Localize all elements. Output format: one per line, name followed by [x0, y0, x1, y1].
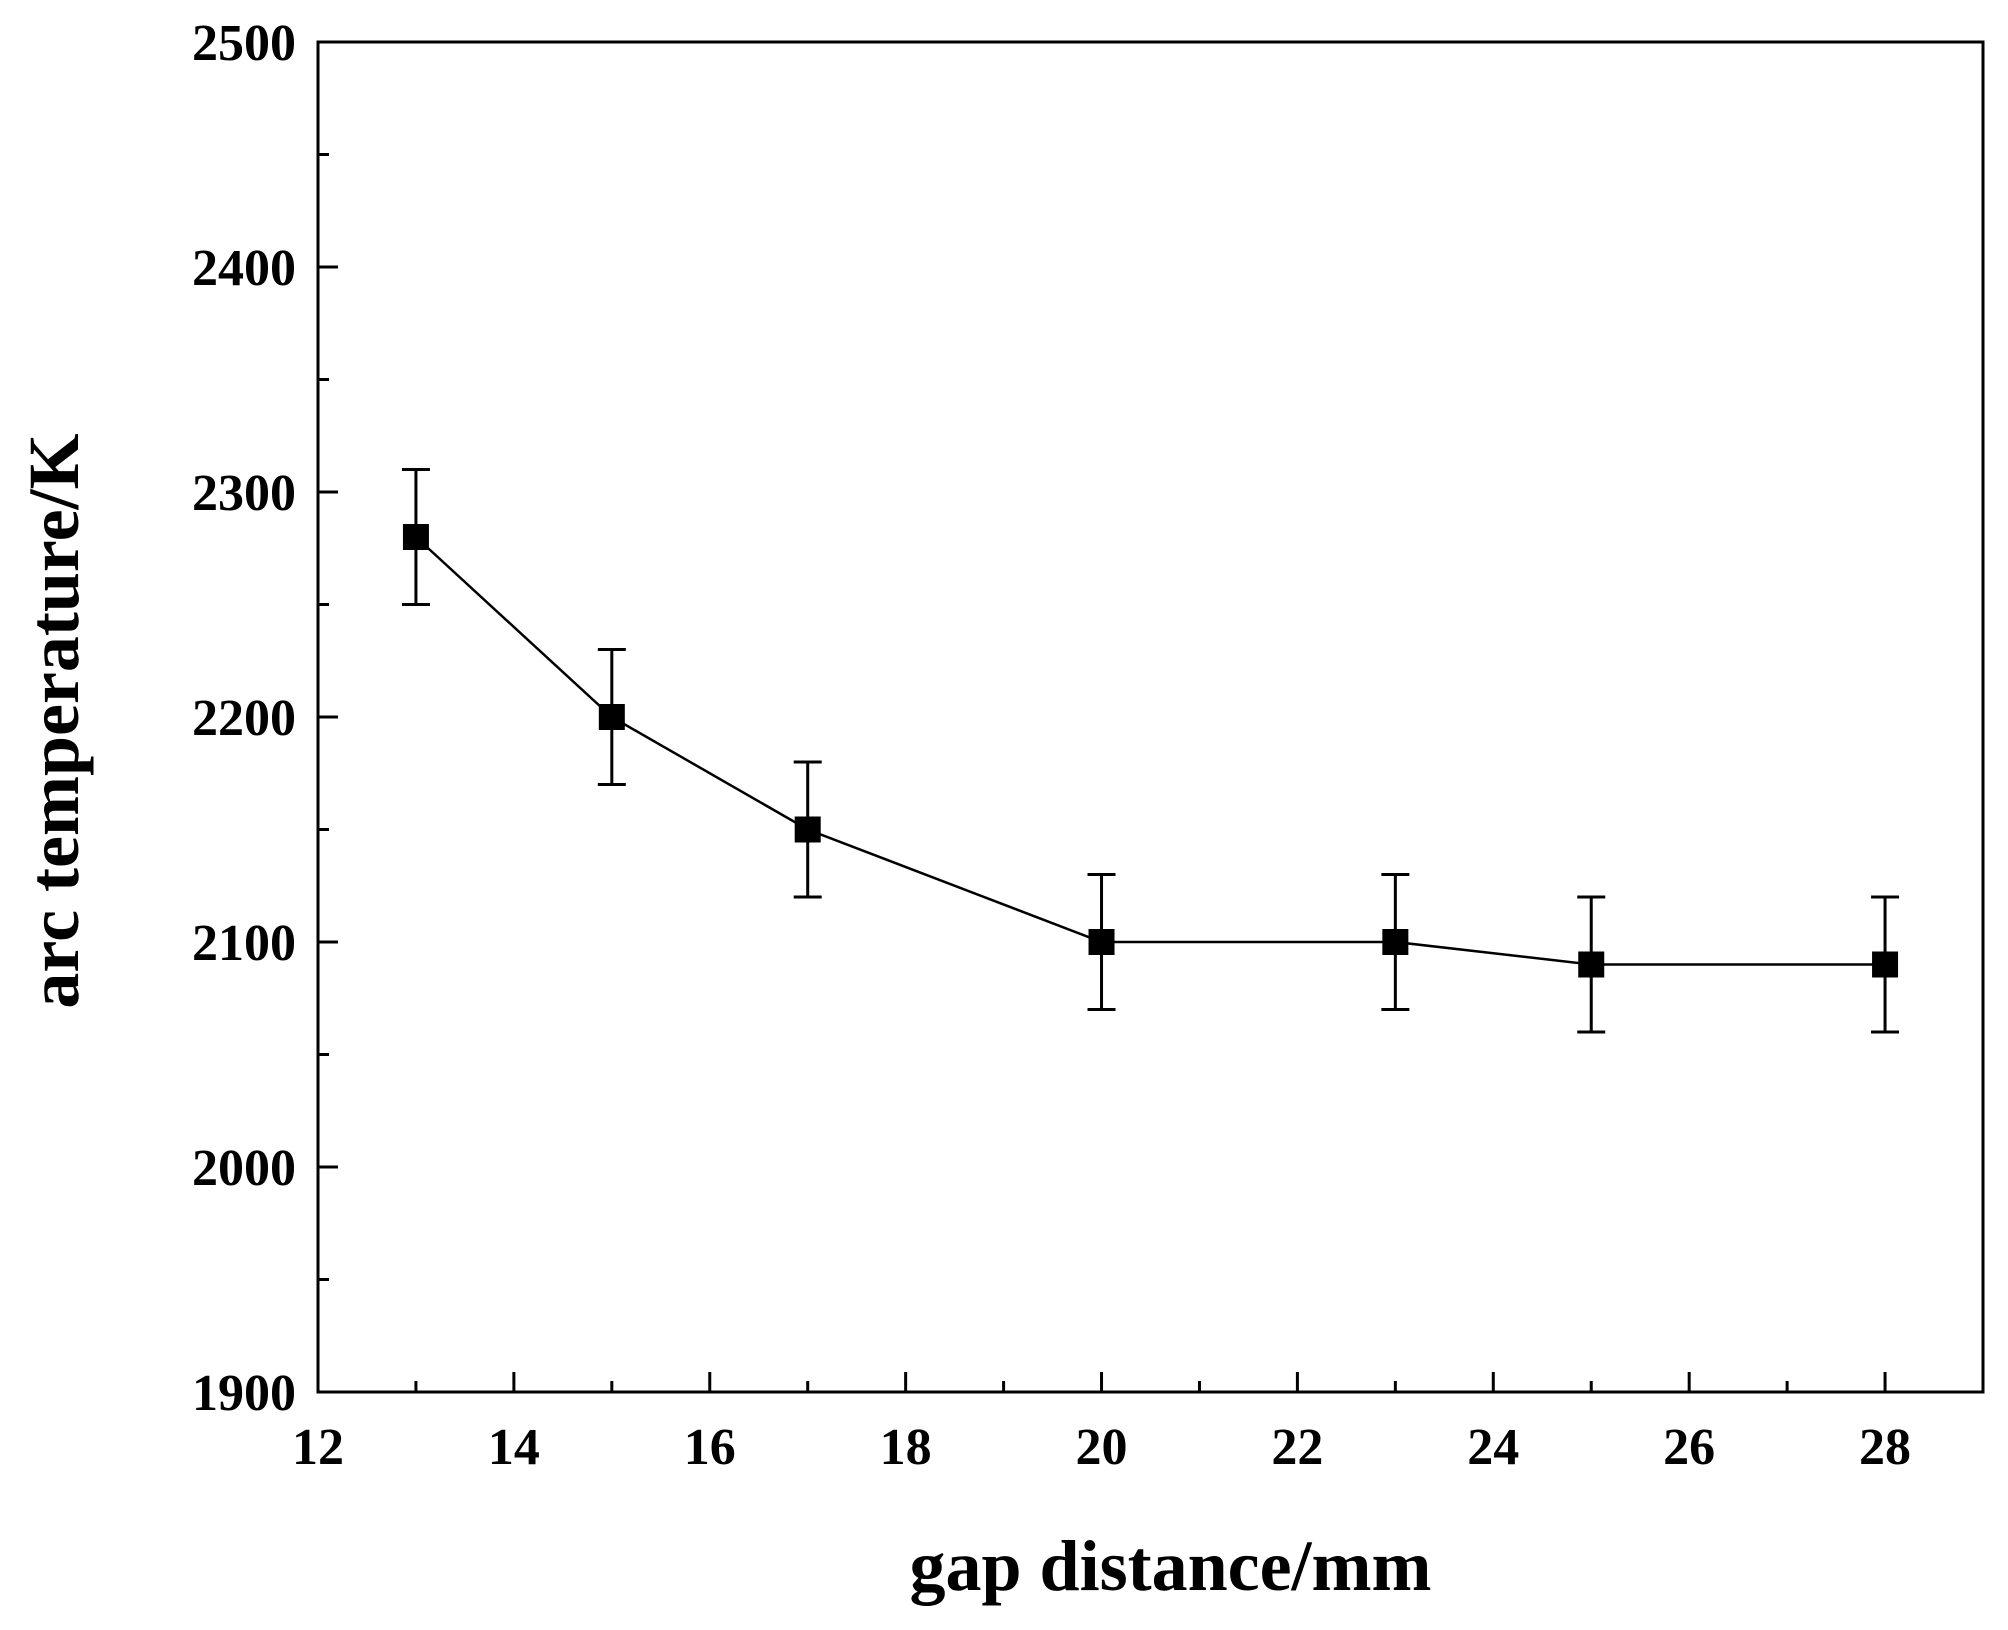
- x-tick-labels: 12 14 16 18 20 22 24 26 28: [292, 1419, 1911, 1476]
- y-tick-label: 2300: [192, 465, 296, 522]
- x-tick-label: 22: [1271, 1419, 1323, 1476]
- y-tick-labels: 1900 2000 2100 2200 2300 2400 2500: [192, 15, 296, 1422]
- data-point-marker: [402, 524, 429, 550]
- x-tick-label: 12: [292, 1419, 344, 1476]
- y-tick-label: 2400: [192, 240, 296, 297]
- y-tick-label: 1900: [192, 1365, 296, 1422]
- plot-area-frame: [316, 40, 1985, 1394]
- y-tick-label: 2200: [192, 690, 296, 747]
- y-tick-label: 2100: [192, 915, 296, 972]
- y-tick-label: 2500: [192, 15, 296, 72]
- major-ticks: [316, 40, 1887, 1394]
- series-lines: [415, 536, 1886, 966]
- x-tick-label: 20: [1076, 1419, 1128, 1476]
- minor-ticks: [318, 153, 1789, 1392]
- data-point-marker: [794, 816, 821, 843]
- data-point-marker: [1382, 929, 1409, 955]
- data-point-marker: [1578, 951, 1605, 978]
- y-axis-title: arc temperature/K: [14, 433, 94, 1008]
- x-tick-label: 28: [1859, 1419, 1911, 1476]
- y-tick-label: 2000: [192, 1140, 296, 1197]
- series-line: [415, 536, 1886, 966]
- data-point-marker: [598, 704, 625, 730]
- data-point-marker: [1088, 929, 1115, 955]
- data-point-marker: [1872, 951, 1899, 978]
- x-tick-label: 14: [488, 1419, 540, 1476]
- error-bars: [401, 468, 1900, 1034]
- x-tick-label: 16: [684, 1419, 736, 1476]
- x-axis-title: gap distance/mm: [910, 1526, 1432, 1606]
- x-tick-label: 24: [1467, 1419, 1519, 1476]
- x-tick-label: 18: [880, 1419, 932, 1476]
- data-markers: [402, 524, 1899, 978]
- x-tick-label: 26: [1663, 1419, 1715, 1476]
